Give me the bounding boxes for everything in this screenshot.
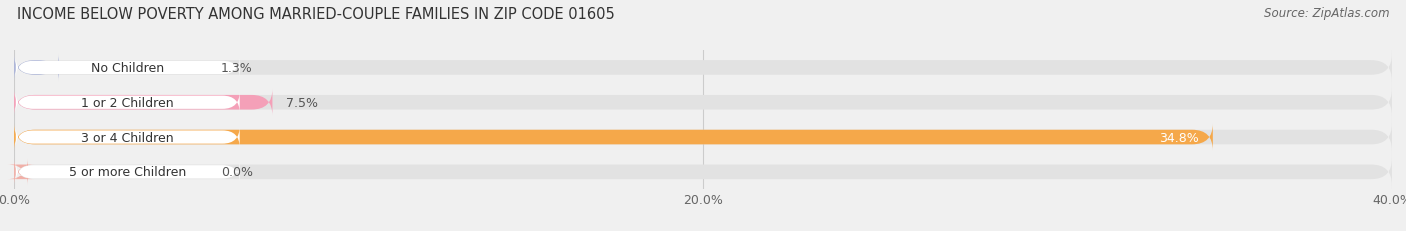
FancyBboxPatch shape: [14, 124, 1213, 151]
Text: INCOME BELOW POVERTY AMONG MARRIED-COUPLE FAMILIES IN ZIP CODE 01605: INCOME BELOW POVERTY AMONG MARRIED-COUPL…: [17, 7, 614, 22]
Text: 7.5%: 7.5%: [287, 96, 318, 109]
FancyBboxPatch shape: [14, 89, 1392, 116]
FancyBboxPatch shape: [14, 158, 1392, 186]
Text: Source: ZipAtlas.com: Source: ZipAtlas.com: [1264, 7, 1389, 20]
FancyBboxPatch shape: [15, 58, 239, 79]
FancyBboxPatch shape: [14, 55, 59, 82]
FancyBboxPatch shape: [7, 158, 35, 186]
Text: 0.0%: 0.0%: [221, 166, 253, 179]
Text: 1.3%: 1.3%: [221, 62, 253, 75]
FancyBboxPatch shape: [15, 161, 239, 183]
FancyBboxPatch shape: [14, 124, 1392, 151]
Text: 34.8%: 34.8%: [1160, 131, 1199, 144]
FancyBboxPatch shape: [14, 55, 1392, 82]
FancyBboxPatch shape: [14, 89, 273, 116]
Text: 1 or 2 Children: 1 or 2 Children: [82, 96, 174, 109]
Text: 3 or 4 Children: 3 or 4 Children: [82, 131, 174, 144]
FancyBboxPatch shape: [15, 92, 239, 113]
Text: No Children: No Children: [91, 62, 165, 75]
Text: 5 or more Children: 5 or more Children: [69, 166, 187, 179]
FancyBboxPatch shape: [15, 127, 239, 148]
